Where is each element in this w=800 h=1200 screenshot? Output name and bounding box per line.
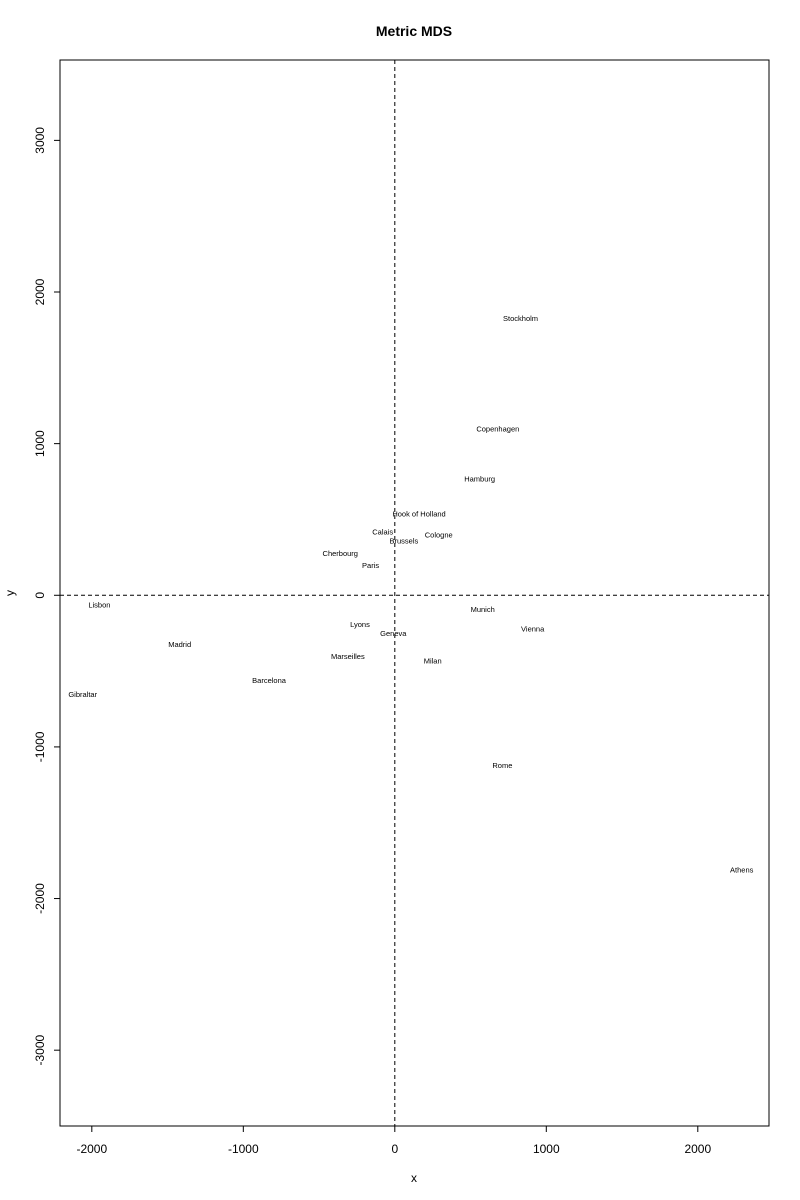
point-label-hamburg: Hamburg — [464, 475, 495, 484]
y-tick-label: -3000 — [33, 1035, 47, 1066]
point-label-vienna: Vienna — [521, 625, 545, 634]
point-label-gibraltar: Gibraltar — [68, 690, 97, 699]
y-tick-label: -1000 — [33, 731, 47, 762]
point-label-milan: Milan — [424, 656, 442, 665]
x-tick-label: -2000 — [76, 1142, 107, 1156]
point-label-athens: Athens — [730, 866, 754, 875]
x-axis: -2000 -1000 0 1000 2000 — [76, 1126, 711, 1156]
point-label-copenhagen: Copenhagen — [476, 424, 519, 433]
x-tick-label: 0 — [391, 1142, 398, 1156]
x-axis-label: x — [411, 1171, 417, 1185]
point-label-cherbourg: Cherbourg — [323, 549, 358, 558]
point-label-lisbon: Lisbon — [88, 600, 110, 609]
point-label-paris: Paris — [362, 561, 379, 570]
point-label-munich: Munich — [471, 605, 495, 614]
point-label-calais: Calais — [372, 528, 393, 537]
point-label-cologne: Cologne — [425, 531, 453, 540]
point-label-hook-of-holland: Hook of Holland — [392, 509, 445, 518]
point-label-madrid: Madrid — [168, 640, 191, 649]
plot-area-border — [59, 59, 770, 1127]
point-label-marseilles: Marseilles — [331, 652, 365, 661]
point-label-barcelona: Barcelona — [252, 676, 287, 685]
y-axis: -3000 -2000 -1000 0 1000 2000 3000 — [33, 127, 60, 1066]
y-tick-label: 1000 — [33, 430, 47, 457]
y-tick-label: 3000 — [33, 127, 47, 154]
point-label-brussels: Brussels — [390, 537, 419, 546]
y-tick-label: -2000 — [33, 883, 47, 914]
reference-lines — [60, 60, 769, 1126]
y-axis-label: y — [3, 590, 17, 596]
point-label-stockholm: Stockholm — [503, 314, 538, 323]
x-tick-label: -1000 — [228, 1142, 259, 1156]
x-tick-label: 1000 — [533, 1142, 560, 1156]
point-label-lyons: Lyons — [350, 620, 370, 629]
chart-title: Metric MDS — [376, 23, 452, 39]
y-tick-label: 0 — [33, 592, 47, 599]
point-labels: Stockholm Copenhagen Hamburg Hook of Hollan… — [68, 314, 753, 875]
point-label-geneva: Geneva — [380, 629, 407, 638]
x-tick-label: 2000 — [684, 1142, 711, 1156]
y-tick-label: 2000 — [33, 278, 47, 305]
point-label-rome: Rome — [492, 761, 512, 770]
